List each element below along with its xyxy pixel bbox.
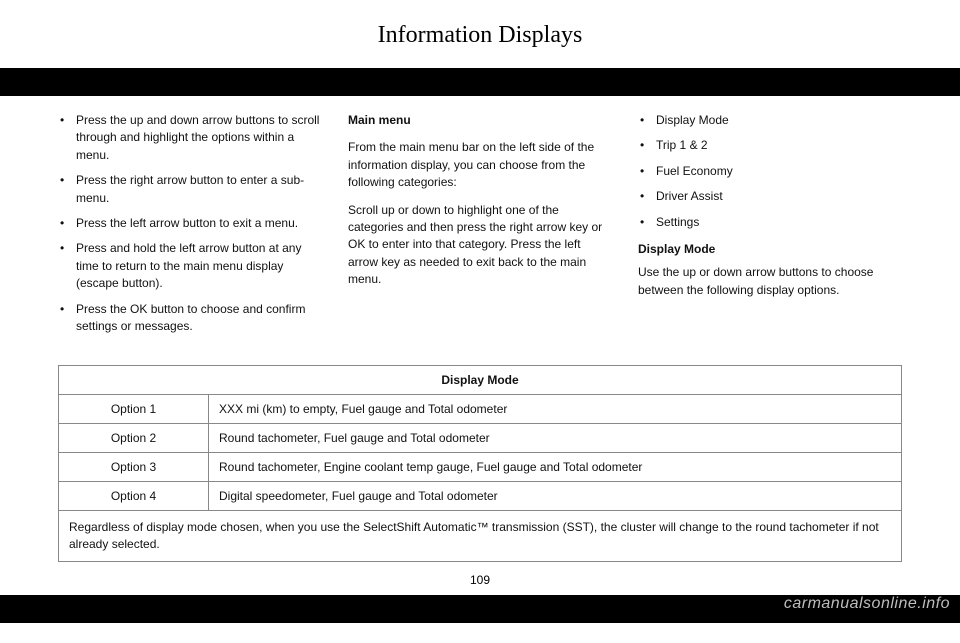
page-title: Information Displays bbox=[0, 22, 960, 49]
top-bar bbox=[0, 68, 960, 96]
categories-list: Display Mode Trip 1 & 2 Fuel Economy Dri… bbox=[638, 112, 902, 231]
instructions-list: Press the up and down arrow buttons to s… bbox=[58, 112, 322, 335]
table-row: Option 2 Round tachometer, Fuel gauge an… bbox=[59, 424, 902, 453]
column-3: Display Mode Trip 1 & 2 Fuel Economy Dri… bbox=[638, 112, 902, 343]
list-item: Settings bbox=[638, 214, 902, 231]
list-item: Press and hold the left arrow button at … bbox=[58, 240, 322, 292]
list-item: Trip 1 & 2 bbox=[638, 137, 902, 154]
table-cell-option: Option 2 bbox=[59, 424, 209, 453]
page-body: Press the up and down arrow buttons to s… bbox=[58, 112, 902, 562]
column-1: Press the up and down arrow buttons to s… bbox=[58, 112, 322, 343]
list-item: Press the up and down arrow buttons to s… bbox=[58, 112, 322, 164]
table-title: Display Mode bbox=[59, 366, 902, 395]
column-2: Main menu From the main menu bar on the … bbox=[348, 112, 612, 343]
table-row: Option 3 Round tachometer, Engine coolan… bbox=[59, 453, 902, 482]
table-row-footnote: Regardless of display mode chosen, when … bbox=[59, 511, 902, 562]
table-footnote: Regardless of display mode chosen, when … bbox=[59, 511, 902, 562]
list-item: Driver Assist bbox=[638, 188, 902, 205]
watermark: carmanualsonline.info bbox=[784, 595, 950, 613]
table-cell-desc: Digital speedometer, Fuel gauge and Tota… bbox=[209, 482, 902, 511]
table-row: Option 4 Digital speedometer, Fuel gauge… bbox=[59, 482, 902, 511]
table-cell-desc: XXX mi (km) to empty, Fuel gauge and Tot… bbox=[209, 395, 902, 424]
table-cell-option: Option 4 bbox=[59, 482, 209, 511]
display-mode-table: Display Mode Option 1 XXX mi (km) to emp… bbox=[58, 365, 902, 562]
main-menu-p2: Scroll up or down to highlight one of th… bbox=[348, 202, 612, 289]
list-item: Press the right arrow button to enter a … bbox=[58, 172, 322, 207]
columns: Press the up and down arrow buttons to s… bbox=[58, 112, 902, 343]
table-cell-desc: Round tachometer, Fuel gauge and Total o… bbox=[209, 424, 902, 453]
table-cell-option: Option 1 bbox=[59, 395, 209, 424]
display-mode-heading: Display Mode bbox=[638, 241, 902, 258]
list-item: Press the left arrow button to exit a me… bbox=[58, 215, 322, 232]
list-item: Display Mode bbox=[638, 112, 902, 129]
table-cell-desc: Round tachometer, Engine coolant temp ga… bbox=[209, 453, 902, 482]
display-mode-p1: Use the up or down arrow buttons to choo… bbox=[638, 264, 902, 299]
table-row: Option 1 XXX mi (km) to empty, Fuel gaug… bbox=[59, 395, 902, 424]
list-item: Press the OK button to choose and confir… bbox=[58, 301, 322, 336]
table-cell-option: Option 3 bbox=[59, 453, 209, 482]
main-menu-heading: Main menu bbox=[348, 113, 411, 127]
main-menu-p1: From the main menu bar on the left side … bbox=[348, 139, 612, 191]
list-item: Fuel Economy bbox=[638, 163, 902, 180]
page-number: 109 bbox=[0, 573, 960, 587]
